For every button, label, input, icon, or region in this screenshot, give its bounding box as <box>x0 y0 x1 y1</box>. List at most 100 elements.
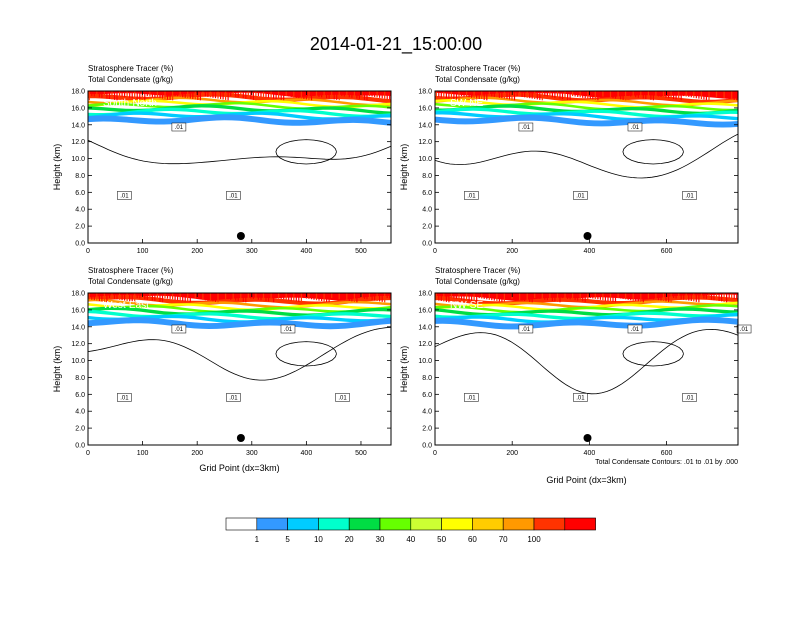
contour-label: .01 <box>467 395 476 401</box>
y-tick-label: 10.0 <box>71 156 85 163</box>
y-tick-label: 0.0 <box>75 241 85 248</box>
contour-label: .01 <box>467 193 476 199</box>
x-tick-label: 500 <box>355 248 367 255</box>
contour-label-box <box>280 324 296 334</box>
colorbar-label: 60 <box>468 535 477 544</box>
x-tick-label: 0 <box>86 450 90 457</box>
colorbar-swatch <box>564 517 596 531</box>
contour-label-box <box>171 324 187 334</box>
contour-label: .01 <box>284 327 293 333</box>
tracer-band <box>88 303 391 312</box>
y-tick-label: 14.0 <box>418 324 432 331</box>
y-axis-label: Height (km) <box>399 144 409 191</box>
y-tick-label: 18.0 <box>418 89 432 96</box>
contour-label-box <box>518 324 534 334</box>
y-tick-label: 18.0 <box>418 291 432 298</box>
condensate-contour <box>622 139 684 165</box>
y-tick-label: 6.0 <box>75 190 85 197</box>
colorbar-swatch <box>379 517 412 531</box>
colorbar-label: 10 <box>314 535 323 544</box>
panel-sw-ne: Stratosphere Tracer (%) Total Condensate … <box>399 64 739 255</box>
colorbar-swatch <box>256 517 288 531</box>
x-tick-label: 400 <box>301 248 313 255</box>
y-tick-label: 12.0 <box>418 341 432 348</box>
tracer-band <box>88 295 391 306</box>
y-tick-label: 8.0 <box>422 173 432 180</box>
contour-label-box <box>682 393 697 402</box>
panel-nw-se: Stratosphere Tracer (%) Total Condensate … <box>399 266 752 485</box>
y-tick-label: 10.0 <box>418 358 432 365</box>
tracer-band <box>435 114 738 128</box>
colorbar-label: 30 <box>376 535 385 544</box>
colorbar-label: 1 <box>255 535 260 544</box>
plot-frame <box>87 292 392 446</box>
contour-label-box <box>464 191 479 200</box>
condensate-contour <box>275 139 337 165</box>
contour-label-box <box>736 324 752 334</box>
x-tick-label: 600 <box>661 450 673 457</box>
x-tick-label: 100 <box>137 248 149 255</box>
y-tick-label: 14.0 <box>418 122 432 129</box>
panel-header-condensate: Total Condensate (g/kg) <box>435 75 520 84</box>
contour-label: .01 <box>522 125 531 131</box>
tracer-band <box>88 104 391 115</box>
colorbar-swatch <box>348 517 381 531</box>
contour-label: .01 <box>120 193 129 199</box>
y-tick-label: 2.0 <box>75 426 85 433</box>
panel-header-condensate: Total Condensate (g/kg) <box>88 277 173 286</box>
condensate-contour <box>622 341 684 367</box>
contour-label: .01 <box>175 327 184 333</box>
panel-label: NW-SE <box>450 300 483 311</box>
panel-header-tracer: Stratosphere Tracer (%) <box>88 64 174 73</box>
panel-header-condensate: Total Condensate (g/kg) <box>435 277 520 286</box>
tracer-band <box>88 96 391 107</box>
panel-header-tracer: Stratosphere Tracer (%) <box>88 266 174 275</box>
contour-label: .01 <box>229 395 238 401</box>
y-tick-label: 10.0 <box>418 156 432 163</box>
contour-label-box <box>335 393 350 402</box>
plot-frame <box>434 292 739 446</box>
y-tick-label: 6.0 <box>75 392 85 399</box>
panel-label: South-North <box>103 98 157 109</box>
contour-label-box <box>117 191 132 200</box>
contour-label-box <box>627 324 643 334</box>
y-tick-label: 2.0 <box>422 224 432 231</box>
y-tick-label: 4.0 <box>422 207 432 214</box>
contour-label: .01 <box>740 327 749 333</box>
panel-label: SW-NE <box>450 98 483 109</box>
x-tick-label: 0 <box>433 450 437 457</box>
panels-group: Stratosphere Tracer (%) Total Condensate … <box>52 64 752 485</box>
tracer-band <box>435 92 738 104</box>
y-tick-label: 16.0 <box>71 307 85 314</box>
colorbar-swatch <box>533 517 566 531</box>
colorbar-label: 100 <box>527 535 541 544</box>
contour-label-box <box>573 191 588 200</box>
x-tick-label: 0 <box>433 248 437 255</box>
contour-label-box <box>226 393 241 402</box>
x-tick-label: 300 <box>246 248 258 255</box>
y-tick-label: 2.0 <box>422 426 432 433</box>
x-axis-label: Grid Point (dx=3km) <box>199 463 279 473</box>
colorbar-swatch <box>318 517 350 531</box>
y-tick-label: 10.0 <box>71 358 85 365</box>
panel-header-tracer: Stratosphere Tracer (%) <box>435 64 521 73</box>
condensate-contour <box>87 139 392 165</box>
contour-label-box <box>226 191 241 200</box>
y-axis-label: Height (km) <box>52 346 62 393</box>
location-marker <box>583 232 592 240</box>
x-tick-label: 200 <box>506 450 518 457</box>
contour-note: Total Condensate Contours: .01 to .01 by… <box>595 459 738 466</box>
tracer-band <box>435 301 738 312</box>
x-tick-label: 400 <box>584 248 596 255</box>
x-tick-label: 500 <box>355 450 367 457</box>
colorbar-label: 20 <box>345 535 354 544</box>
y-axis-label: Height (km) <box>52 144 62 191</box>
y-tick-label: 6.0 <box>422 190 432 197</box>
panel-label: West-East <box>103 300 149 311</box>
panel-header-tracer: Stratosphere Tracer (%) <box>435 266 521 275</box>
colorbar-swatch <box>225 517 258 531</box>
y-tick-label: 6.0 <box>422 392 432 399</box>
y-tick-label: 16.0 <box>71 105 85 112</box>
x-tick-label: 200 <box>191 248 203 255</box>
colorbar-swatch <box>472 517 504 531</box>
